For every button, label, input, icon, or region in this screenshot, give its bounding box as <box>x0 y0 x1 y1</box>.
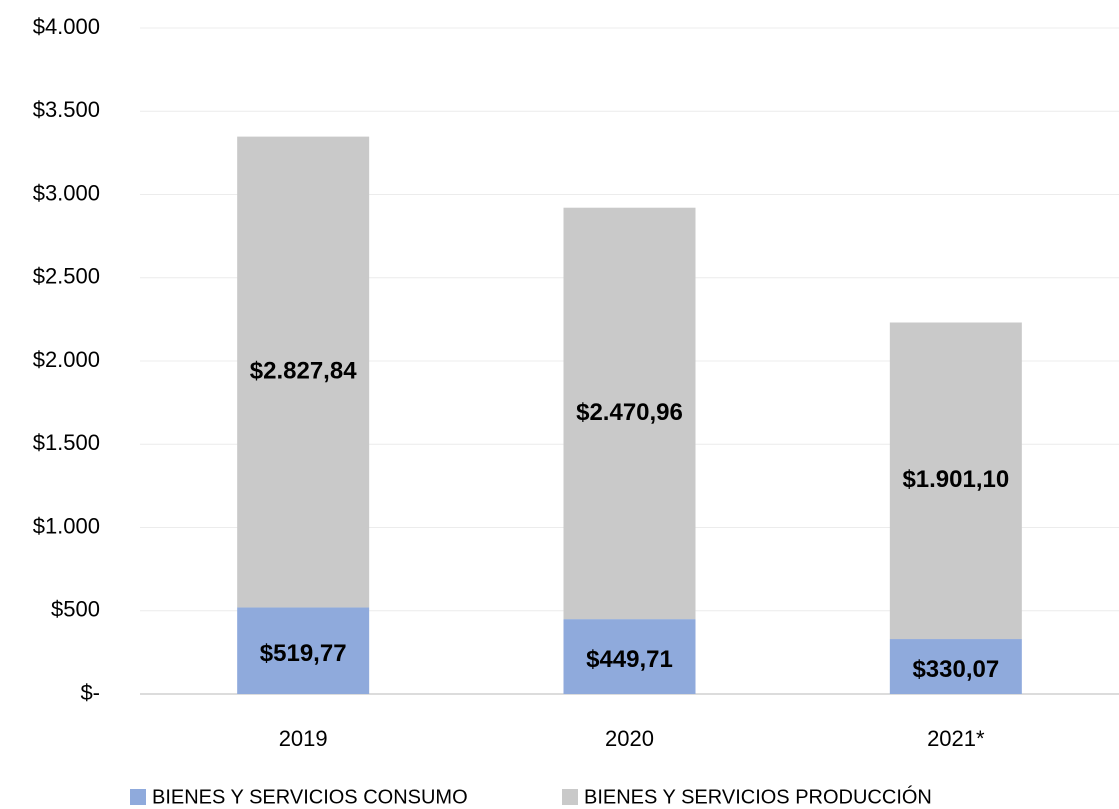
y-tick-label: $2.500 <box>33 264 100 289</box>
data-label: $2.827,84 <box>250 357 357 384</box>
data-label: $330,07 <box>912 656 999 683</box>
legend-swatch <box>130 789 146 805</box>
legend-label: BIENES Y SERVICIOS PRODUCCIÓN <box>584 785 932 808</box>
bar-segment <box>237 136 370 608</box>
x-tick-label: 2019 <box>279 726 328 751</box>
legend-label: BIENES Y SERVICIOS CONSUMO <box>152 786 468 808</box>
bar-segment <box>889 322 1022 640</box>
y-tick-label: $500 <box>51 597 100 622</box>
bar-segment <box>563 207 696 620</box>
legend-swatch <box>562 789 578 805</box>
data-label: $519,77 <box>260 640 347 667</box>
y-tick-label: $3.500 <box>33 97 100 122</box>
y-tick-label: $1.000 <box>33 513 100 538</box>
data-label: $2.470,96 <box>576 399 683 426</box>
y-tick-label: $1.500 <box>33 430 100 455</box>
bar-segment <box>563 619 696 694</box>
y-tick-label: $3.000 <box>33 180 100 205</box>
y-tick-label: $4.000 <box>33 14 100 39</box>
bar-segment <box>237 607 370 694</box>
x-tick-label: 2021* <box>927 726 985 751</box>
x-tick-label: 2020 <box>605 726 654 751</box>
data-label: $449,71 <box>586 646 673 673</box>
data-label: $1.901,10 <box>902 466 1009 493</box>
y-tick-label: $- <box>80 680 100 705</box>
y-tick-label: $2.000 <box>33 347 100 372</box>
bar-segment <box>889 639 1022 694</box>
